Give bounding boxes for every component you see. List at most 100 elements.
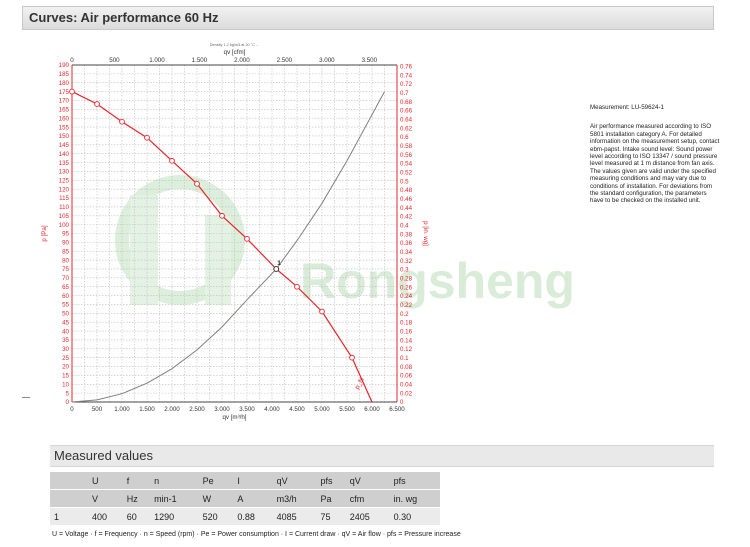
header-cell-u: U bbox=[88, 472, 123, 490]
measurement-description: Air performance measured according to IS… bbox=[590, 123, 720, 205]
x-top-tick-label: 1.000 bbox=[149, 57, 165, 64]
fan-curve-point bbox=[169, 157, 175, 164]
fan-curve-point bbox=[294, 283, 300, 290]
x-tick-label: 2.000 bbox=[164, 406, 180, 413]
y-right-tick-label: 0.04 bbox=[400, 382, 413, 389]
y-right-tick-label: 0.68 bbox=[400, 99, 413, 106]
x-tick-label: 5.000 bbox=[314, 406, 330, 413]
y-tick-label: 120 bbox=[59, 186, 70, 193]
value-cell-qv-cfm: 2405 bbox=[345, 508, 390, 526]
y-tick-label: 75 bbox=[62, 266, 69, 273]
unit-cell bbox=[50, 490, 88, 508]
header-cell-qv: qV bbox=[272, 472, 317, 490]
y-tick-label: 135 bbox=[59, 160, 70, 167]
watermark-bar bbox=[205, 215, 231, 305]
unit-cell-hz: Hz bbox=[122, 490, 151, 508]
y-tick-label: 15 bbox=[62, 373, 69, 380]
fan-curve-point bbox=[194, 180, 200, 187]
x-tick-label: 1.000 bbox=[114, 406, 130, 413]
value-cell-n: 1290 bbox=[150, 508, 199, 526]
y-tick-label: 0 bbox=[66, 399, 70, 406]
value-cell-i: 0.88 bbox=[233, 508, 273, 526]
unit-cell-a: A bbox=[233, 490, 273, 508]
y-tick-label: 20 bbox=[62, 364, 69, 371]
y-right-tick-label: 0.08 bbox=[400, 364, 413, 371]
y-right-tick-label: 0.3 bbox=[400, 267, 409, 274]
y-right-tick-label: 0.54 bbox=[400, 161, 413, 168]
y-right-tick-label: 0.06 bbox=[400, 373, 413, 380]
fan-curve-point bbox=[94, 101, 100, 107]
operating-point bbox=[273, 266, 280, 272]
y-right-tick-label: 0.2 bbox=[400, 311, 409, 318]
y-right-tick-label: 0.58 bbox=[400, 143, 413, 150]
top-axis-title: Density 1.2 kg/m3 at 20 °C ... bbox=[210, 43, 259, 47]
y-tick-label: 185 bbox=[59, 71, 70, 78]
x-top-tick-label: 0 bbox=[70, 57, 74, 64]
x-tick-label: 2.500 bbox=[189, 406, 205, 413]
y-right-tick-label: 0.62 bbox=[400, 125, 413, 132]
y-right-tick-label: 0.48 bbox=[400, 187, 413, 194]
y-right-tick-label: 0.46 bbox=[400, 196, 413, 203]
y-right-tick-label: 0.34 bbox=[400, 249, 413, 256]
x-tick-label: 0 bbox=[70, 406, 74, 413]
x-axis-label: qv [m³/h] bbox=[222, 414, 246, 421]
x-top-tick-label: 2.500 bbox=[277, 57, 293, 64]
x-tick-label: 5.500 bbox=[339, 406, 355, 413]
y-right-tick-label: 0.16 bbox=[400, 329, 413, 336]
fan-curve-point bbox=[119, 118, 125, 125]
table-row: 1 400 60 1290 520 0.88 4085 75 2405 0.30 bbox=[50, 508, 440, 526]
measurement-id: Measurement: LU-59624-1 bbox=[590, 104, 664, 111]
y-tick-label: 10 bbox=[62, 381, 69, 388]
y-right-tick-label: 0.38 bbox=[400, 231, 413, 238]
x-top-tick-label: 3.000 bbox=[319, 57, 335, 64]
value-cell-pfs-inwg: 0.30 bbox=[389, 508, 440, 526]
y-right-tick-label: 0.5 bbox=[400, 178, 409, 185]
fan-curve-point bbox=[144, 134, 150, 141]
unit-cell-m3h: m3/h bbox=[272, 490, 317, 508]
y-tick-label: 175 bbox=[59, 89, 70, 96]
y-tick-label: 70 bbox=[62, 275, 69, 282]
fan-curve-point bbox=[244, 235, 250, 242]
y-right-tick-label: 0.4 bbox=[400, 222, 409, 229]
y-right-tick-label: 0.6 bbox=[400, 134, 409, 141]
y-tick-label: 155 bbox=[59, 124, 70, 131]
y-axis-label: p [Pa] bbox=[41, 225, 48, 241]
y-tick-label: 45 bbox=[62, 319, 69, 326]
x-top-tick-label: 2.000 bbox=[234, 57, 250, 64]
fan-curve-point bbox=[319, 308, 325, 315]
y-right-tick-label: 0.42 bbox=[400, 214, 413, 221]
fan-curve-point bbox=[69, 88, 75, 95]
x-tick-label: 4.500 bbox=[289, 406, 305, 413]
page-title: Curves: Air performance 60 Hz bbox=[29, 10, 219, 25]
y-tick-label: 30 bbox=[62, 346, 69, 353]
x-tick-label: 3.000 bbox=[214, 406, 230, 413]
header-cell-i: I bbox=[233, 472, 273, 490]
y-tick-label: 60 bbox=[62, 293, 69, 300]
header-bar: Curves: Air performance 60 Hz bbox=[22, 6, 714, 30]
y-tick-label: 170 bbox=[59, 98, 70, 105]
y-tick-label: 105 bbox=[59, 213, 70, 220]
y-right-tick-label: 0.1 bbox=[400, 355, 409, 362]
watermark-logo: Rongsheng bbox=[115, 175, 575, 309]
fan-curve-point bbox=[349, 354, 355, 361]
side-notes: Measurement: LU-59624-1 Air performance … bbox=[590, 104, 720, 205]
y-tick-label: 130 bbox=[59, 169, 70, 176]
y-tick-label: 25 bbox=[62, 355, 69, 362]
y-right-tick-label: 0.22 bbox=[400, 302, 413, 309]
x-tick-label: 1.500 bbox=[139, 406, 155, 413]
y-right-tick-label: 0.7 bbox=[400, 90, 409, 97]
y-tick-label: 85 bbox=[62, 248, 69, 255]
y-tick-label: 160 bbox=[59, 115, 70, 122]
value-cell-qv: 4085 bbox=[272, 508, 317, 526]
air-performance-chart: Rongsheng 051015202530354045505560657075… bbox=[41, 43, 575, 421]
y-tick-label: 125 bbox=[59, 177, 70, 184]
system-curve-line bbox=[71, 91, 385, 403]
table-units-row: V Hz min-1 W A m3/h Pa cfm in. wg bbox=[50, 490, 440, 508]
y-tick-label: 90 bbox=[62, 240, 69, 247]
value-cell-f: 60 bbox=[122, 508, 151, 526]
header-cell-pfs-inwg: pfs bbox=[389, 472, 440, 490]
header-cell-pe: Pe bbox=[198, 472, 234, 490]
x-tick-label: 3.500 bbox=[239, 406, 255, 413]
unit-cell-v: V bbox=[88, 490, 123, 508]
y-tick-label: 80 bbox=[62, 257, 69, 264]
